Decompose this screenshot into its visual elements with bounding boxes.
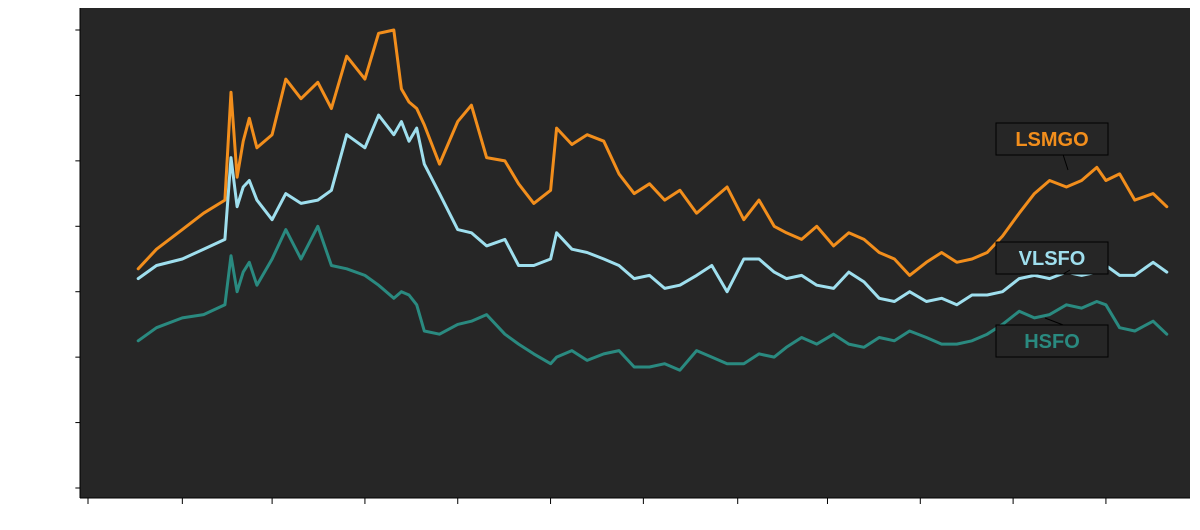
y-axis-title: Daily average prices in $/mt (12, 131, 32, 368)
x-tick-label: Aug 22 (464, 506, 514, 523)
annotation-hsfo: HSFO (995, 317, 1109, 358)
annotation-lsmgo: LSMGO (995, 122, 1109, 171)
annotation-arrow (1044, 317, 1064, 326)
annotation-label: VLSFO (1019, 248, 1086, 270)
y-tick-label: 0 (68, 480, 76, 497)
x-tick-label: Oct 22 (557, 506, 603, 523)
annotation-box (995, 241, 1109, 275)
series-layer (136, 28, 1169, 372)
annotation-arrow (1062, 269, 1071, 275)
y-axis: 0 200 400 600 800 1,000 1,200 1,400 (38, 8, 81, 498)
y-tick-label: 600 (51, 284, 76, 301)
annotation-box (995, 324, 1109, 358)
x-tick-label: Dec 21 (94, 506, 142, 523)
y-tick-label: 1,400 (38, 22, 76, 39)
annotation-arrow (1062, 154, 1069, 171)
x-tick-label: Jun 23 (926, 506, 974, 523)
y-tick-label: 200 (51, 415, 76, 432)
y-tick-label: 400 (51, 349, 76, 366)
series-line-hsfo (136, 224, 1169, 372)
y-tick-label: 800 (51, 218, 76, 235)
y-tick-label: 1,000 (38, 153, 76, 170)
series-line-lsmgo (136, 28, 1169, 277)
x-tick-label: Feb 23 (744, 506, 792, 523)
x-axis: Dec 21 Feb 22 Apr 22 Jun 22 Aug 22 Oct 22 Dec … (80, 497, 1190, 523)
annotation-label: LSMGO (1015, 129, 1088, 151)
x-tick-label: Apr 23 (833, 506, 880, 523)
annotation-vlsfo: VLSFO (995, 241, 1109, 275)
x-tick-label: Oct 23 (1112, 506, 1158, 523)
x-tick-label: Jun 22 (371, 506, 419, 523)
annotation-layer: LSMGO VLSFO HSFO (995, 122, 1109, 358)
series-line-vlsfo (136, 113, 1169, 307)
annotation-box (995, 122, 1109, 156)
y-tick-label: 1,200 (38, 87, 76, 104)
x-tick-label: Feb 22 (188, 506, 236, 523)
x-tick-label: Dec 22 (649, 506, 697, 523)
x-tick-label: Apr 22 (278, 506, 325, 523)
annotation-label: HSFO (1024, 331, 1080, 353)
x-tick-label: Aug 23 (1019, 506, 1069, 523)
